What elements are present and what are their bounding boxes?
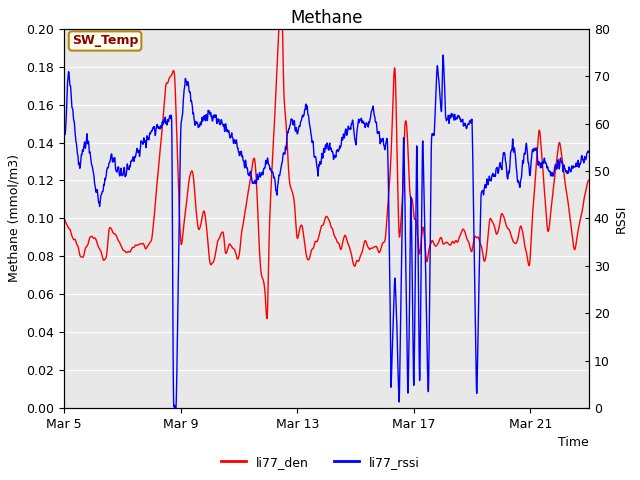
Y-axis label: Methane (mmol/m3): Methane (mmol/m3)	[8, 155, 20, 282]
Title: Methane: Methane	[290, 9, 363, 27]
X-axis label: Time: Time	[558, 436, 589, 449]
Legend: li77_den, li77_rssi: li77_den, li77_rssi	[216, 451, 424, 474]
Y-axis label: RSSI: RSSI	[615, 204, 628, 233]
Text: SW_Temp: SW_Temp	[72, 35, 138, 48]
